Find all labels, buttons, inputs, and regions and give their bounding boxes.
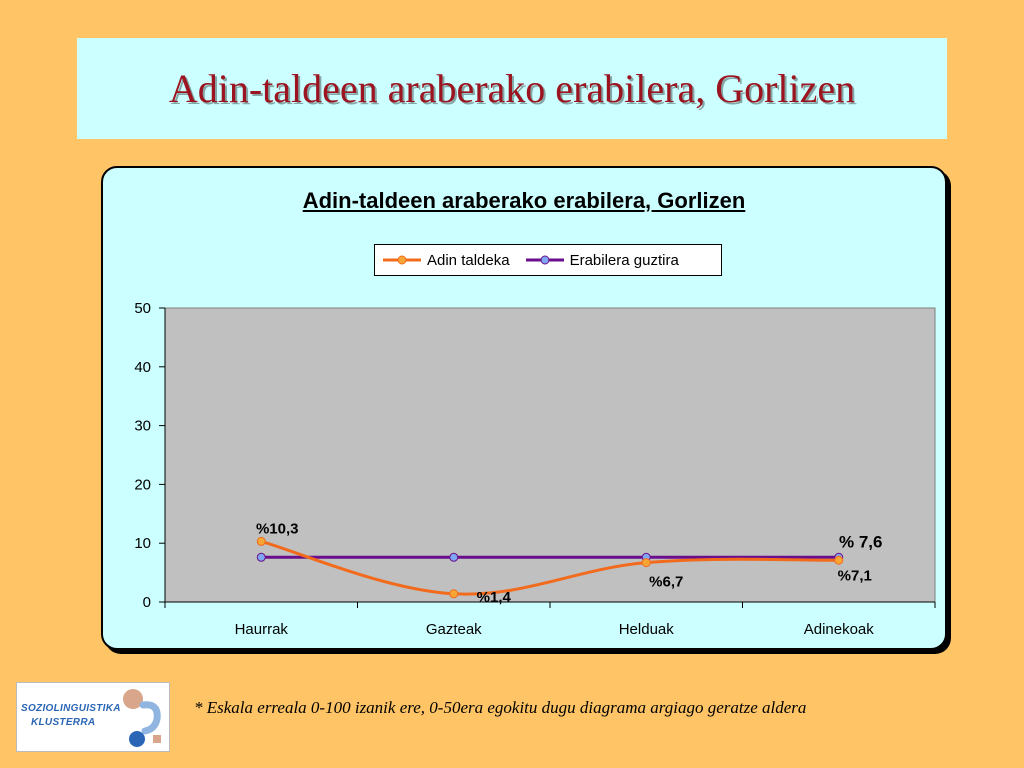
- x-tick-label: Helduak: [619, 621, 675, 638]
- data-label: % 7,6: [839, 532, 882, 551]
- legend-item-erabilera-guztira: Erabilera guztira: [524, 252, 679, 269]
- series-0-point: [449, 589, 459, 599]
- legend-item-adin-taldeka: Adin taldeka: [381, 252, 510, 269]
- legend-label-adin-taldeka: Adin taldeka: [427, 251, 510, 269]
- y-tick-label: 10: [134, 535, 151, 552]
- chart-frame: Adin-taldeen araberako erabilera, Gorliz…: [101, 166, 947, 650]
- y-tick-label: 50: [134, 300, 151, 317]
- chart-title: Adin-taldeen araberako erabilera, Gorliz…: [302, 188, 746, 213]
- series-0-point: [641, 558, 651, 568]
- logo-mark-icon: [123, 689, 161, 747]
- series-1-point: [449, 552, 459, 562]
- series-0-point: [256, 536, 266, 546]
- y-tick-label: 20: [134, 476, 151, 493]
- data-label: %6,7: [649, 574, 683, 591]
- logo-line2: KLUSTERRA: [31, 717, 96, 728]
- series-1-point: [256, 552, 266, 562]
- data-label: %10,3: [256, 520, 299, 537]
- slide-title: Adin-taldeen araberako erabilera, Gorliz…: [168, 66, 856, 111]
- legend-swatch-orange: [383, 255, 421, 265]
- slide-title-box: Adin-taldeen araberako erabilera, Gorliz…: [77, 38, 947, 139]
- x-tick-label: Gazteak: [426, 621, 482, 638]
- series-line-0: [260, 539, 839, 596]
- chart-legend: Adin taldeka Erabilera guztira: [374, 244, 722, 276]
- x-tick-label: Haurrak: [235, 621, 289, 638]
- x-tick-label: Adinekoak: [804, 621, 875, 638]
- logo-line1: SOZIOLINGUISTIKA: [21, 703, 121, 714]
- footnote: * Eskala erreala 0-100 izanik ere, 0-50e…: [194, 698, 807, 717]
- y-tick-label: 30: [134, 418, 151, 435]
- legend-label-erabilera-guztira: Erabilera guztira: [569, 251, 679, 269]
- data-label: %1,4: [477, 589, 512, 606]
- legend-swatch-purple: [525, 255, 564, 265]
- data-label: %7,1: [838, 567, 872, 584]
- series-0-point: [834, 555, 844, 565]
- y-tick-label: 0: [143, 594, 151, 611]
- plot-svg: 0 10 20 30 40 50 Haurrak Gazteak Helduak Adinekoa…: [134, 300, 936, 638]
- logo: SOZIOLINGUISTIKA KLUSTERRA: [16, 682, 170, 752]
- y-tick-label: 40: [134, 359, 151, 376]
